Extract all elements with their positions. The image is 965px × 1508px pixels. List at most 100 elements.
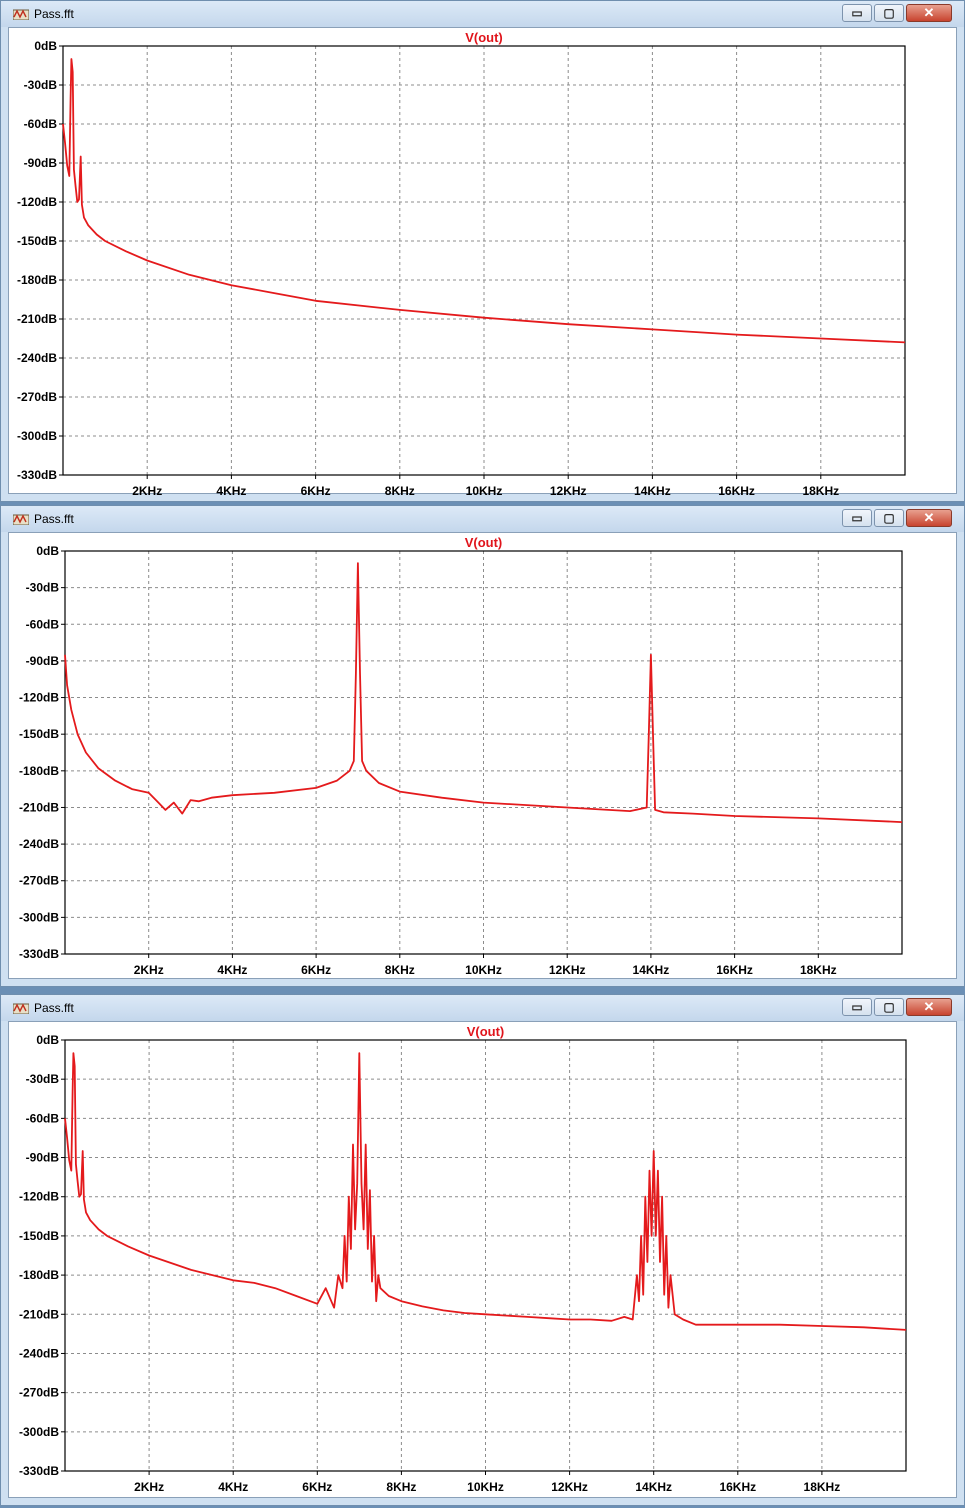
waveform-app-icon <box>13 1003 29 1014</box>
window-title: Pass.fft <box>34 7 74 21</box>
waveform-app-icon <box>13 9 29 20</box>
x-tick-label: 16KHz <box>718 484 755 496</box>
plot-pane[interactable]: V(out) 0dB -30dB -60dB -90dB -120dB -150dB -180… <box>8 1021 957 1498</box>
y-tick-label: -240dB <box>17 351 57 365</box>
x-tick-label: 6KHz <box>302 1480 332 1494</box>
x-tick-label: 16KHz <box>719 1480 756 1494</box>
close-icon: ✕ <box>923 999 935 1014</box>
close-icon: ✕ <box>923 5 935 20</box>
x-tick-label: 6KHz <box>301 963 331 977</box>
x-tick-label: 8KHz <box>385 963 415 977</box>
x-tick-label: 16KHz <box>716 963 753 977</box>
restore-button[interactable]: ▢ <box>874 509 904 527</box>
x-tick-label: 4KHz <box>217 963 247 977</box>
fft-plot[interactable]: V(out) 0dB -30dB -60dB -90dB -120dB -150dB -180… <box>9 1022 958 1500</box>
x-tick-label: 2KHz <box>132 484 162 496</box>
trace-label: V(out) <box>467 1024 505 1039</box>
y-tick-label: -240dB <box>19 837 59 851</box>
x-tick-label: 2KHz <box>134 963 164 977</box>
x-tick-label: 10KHz <box>466 484 503 496</box>
minimize-icon: ▭ <box>851 511 863 525</box>
y-tick-label: -60dB <box>26 617 60 631</box>
x-tick-label: 6KHz <box>301 484 331 496</box>
y-tick-label: -300dB <box>19 910 59 924</box>
y-tick-label: -300dB <box>19 1425 59 1439</box>
minimize-icon: ▭ <box>851 1000 863 1014</box>
trace-label: V(out) <box>465 535 503 550</box>
y-tick-label: -30dB <box>26 1072 60 1086</box>
title-bar[interactable]: Pass.fft ▭ ▢ ✕ <box>1 995 964 1021</box>
close-button[interactable]: ✕ <box>906 509 952 527</box>
x-tick-label: 14KHz <box>633 963 670 977</box>
restore-icon: ▢ <box>883 6 895 20</box>
x-tick-label: 4KHz <box>218 1480 248 1494</box>
y-tick-label: -240dB <box>19 1346 59 1360</box>
fft-window-3[interactable]: Pass.fft ▭ ▢ ✕ V(out) 0dB -30dB -60dB -90dB -… <box>0 994 965 1506</box>
restore-button[interactable]: ▢ <box>874 4 904 22</box>
title-bar[interactable]: Pass.fft ▭ ▢ ✕ <box>1 506 964 532</box>
y-tick-label: -90dB <box>26 1151 60 1165</box>
y-tick-label: -150dB <box>17 234 57 248</box>
restore-icon: ▢ <box>883 511 895 525</box>
x-tick-label: 8KHz <box>385 484 415 496</box>
spectrum-trace <box>64 1052 907 1331</box>
plot-pane[interactable]: V(out) 0dB -30dB -60dB -90dB -120dB -150dB -180… <box>8 27 958 496</box>
minimize-button[interactable]: ▭ <box>842 4 872 22</box>
y-tick-label: 0dB <box>36 1033 59 1047</box>
close-button[interactable]: ✕ <box>906 998 952 1016</box>
y-tick-label: 0dB <box>36 544 59 558</box>
close-button[interactable]: ✕ <box>906 4 952 22</box>
x-tick-label: 10KHz <box>465 963 502 977</box>
x-tick-label: 12KHz <box>550 484 587 496</box>
x-tick-label: 14KHz <box>634 484 671 496</box>
x-tick-label: 8KHz <box>386 1480 416 1494</box>
y-tick-label: 0dB <box>34 39 57 53</box>
y-tick-label: -90dB <box>24 156 58 170</box>
y-tick-label: -30dB <box>24 78 58 92</box>
plot-pane[interactable]: V(out) 0dB -30dB -60dB -90dB -120dB -150dB -180… <box>8 532 957 979</box>
x-tick-label: 12KHz <box>549 963 586 977</box>
x-tick-label: 2KHz <box>134 1480 164 1494</box>
close-icon: ✕ <box>923 510 935 525</box>
y-tick-label: -180dB <box>17 273 57 287</box>
x-tick-label: 12KHz <box>551 1480 588 1494</box>
y-tick-label: -120dB <box>19 1190 59 1204</box>
fft-plot[interactable]: V(out) 0dB -30dB -60dB -90dB -120dB -150dB -180… <box>9 533 958 981</box>
x-tick-label: 18KHz <box>800 963 837 977</box>
y-tick-label: -60dB <box>26 1111 60 1125</box>
x-tick-label: 18KHz <box>802 484 839 496</box>
y-tick-label: -300dB <box>17 429 57 443</box>
minimize-button[interactable]: ▭ <box>842 998 872 1016</box>
y-tick-label: -330dB <box>19 947 59 961</box>
fft-plot[interactable]: V(out) 0dB -30dB -60dB -90dB -120dB -150dB -180… <box>9 28 958 496</box>
y-tick-label: -30dB <box>26 581 60 595</box>
window-title: Pass.fft <box>34 1001 74 1015</box>
x-tick-label: 4KHz <box>216 484 246 496</box>
y-tick-label: -330dB <box>17 468 57 482</box>
y-tick-label: -150dB <box>19 727 59 741</box>
trace-label: V(out) <box>465 30 503 45</box>
y-tick-label: -270dB <box>19 874 59 888</box>
fft-window-2[interactable]: Pass.fft ▭ ▢ ✕ V(out) 0dB -30dB -60dB -90dB -… <box>0 505 965 987</box>
title-bar[interactable]: Pass.fft ▭ ▢ ✕ <box>1 1 964 27</box>
restore-icon: ▢ <box>883 1000 895 1014</box>
y-tick-label: -120dB <box>17 195 57 209</box>
minimize-icon: ▭ <box>851 6 863 20</box>
minimize-button[interactable]: ▭ <box>842 509 872 527</box>
y-tick-label: -210dB <box>19 1307 59 1321</box>
y-tick-label: -210dB <box>17 312 57 326</box>
y-tick-label: -150dB <box>19 1229 59 1243</box>
fft-window-1[interactable]: Pass.fft ▭ ▢ ✕ V(out) 0dB -30dB -60dB -90dB -… <box>0 0 965 502</box>
y-tick-label: -270dB <box>17 390 57 404</box>
waveform-app-icon <box>13 514 29 525</box>
y-tick-label: -60dB <box>24 117 58 131</box>
y-tick-label: -270dB <box>19 1386 59 1400</box>
y-tick-label: -180dB <box>19 1268 59 1282</box>
restore-button[interactable]: ▢ <box>874 998 904 1016</box>
x-tick-label: 14KHz <box>635 1480 672 1494</box>
plot-frame <box>62 45 906 476</box>
spectrum-trace <box>64 562 903 823</box>
window-title: Pass.fft <box>34 512 74 526</box>
y-tick-label: -330dB <box>19 1464 59 1478</box>
x-tick-label: 10KHz <box>467 1480 504 1494</box>
